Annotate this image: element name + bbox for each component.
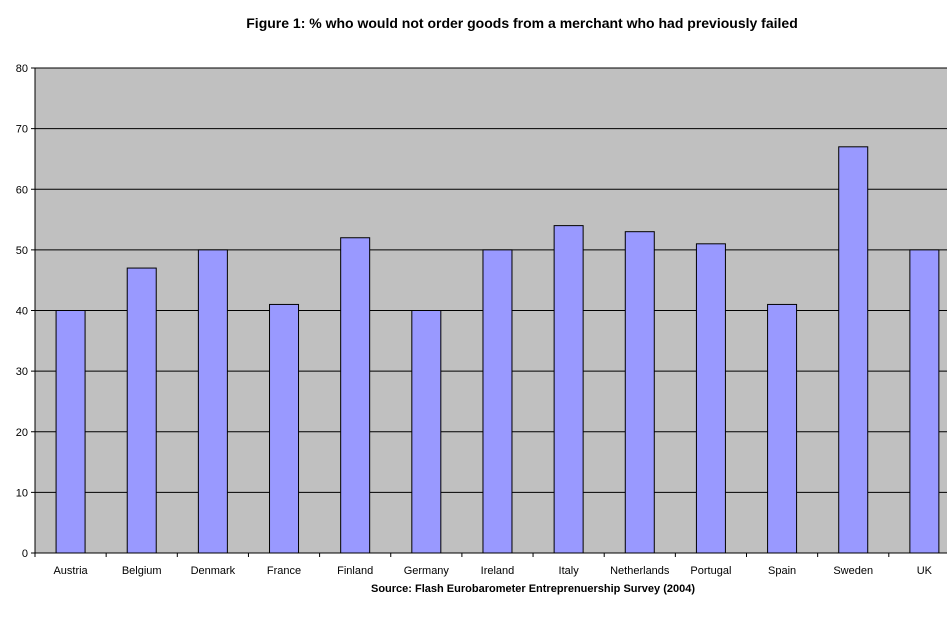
chart-source-note: Source: Flash Eurobarometer Entreprenuer… <box>371 583 695 595</box>
y-tick-label: 0 <box>22 548 28 560</box>
x-tick-label: Belgium <box>122 565 162 577</box>
y-tick-label: 50 <box>16 245 28 257</box>
x-tick-label: Netherlands <box>610 565 670 577</box>
bar-austria <box>55 310 86 554</box>
bar-ireland <box>482 249 513 554</box>
bar-finland <box>340 237 371 554</box>
x-tick-label: France <box>267 565 301 577</box>
y-tick-label: 70 <box>16 124 28 136</box>
x-tick-label: Ireland <box>481 565 515 577</box>
y-tick-label: 20 <box>16 427 28 439</box>
bar-uk <box>909 249 940 554</box>
chart-title: Figure 1: % who would not order goods fr… <box>246 15 798 31</box>
bar-portugal <box>695 243 726 554</box>
bar-spain <box>767 303 798 554</box>
y-tick-label: 30 <box>16 366 28 378</box>
y-tick-label: 80 <box>16 63 28 75</box>
bar-france <box>269 303 300 554</box>
x-tick-label: UK <box>917 565 933 577</box>
y-tick-label: 40 <box>16 306 28 318</box>
x-tick-label: Austria <box>53 565 88 577</box>
x-tick-label: Denmark <box>191 565 236 577</box>
bar-denmark <box>197 249 228 554</box>
x-tick-label: Germany <box>404 565 450 577</box>
x-tick-label: Spain <box>768 565 796 577</box>
x-tick-label: Finland <box>337 565 373 577</box>
bar-italy <box>553 225 584 554</box>
x-tick-label: Portugal <box>690 565 731 577</box>
bar-germany <box>411 310 442 554</box>
x-tick-label: Sweden <box>833 565 873 577</box>
bar-sweden <box>838 146 869 554</box>
x-tick-label: Italy <box>559 565 580 577</box>
bar-belgium <box>126 267 157 554</box>
y-tick-label: 10 <box>16 487 28 499</box>
bar-netherlands <box>624 231 655 554</box>
y-tick-label: 60 <box>16 184 28 196</box>
